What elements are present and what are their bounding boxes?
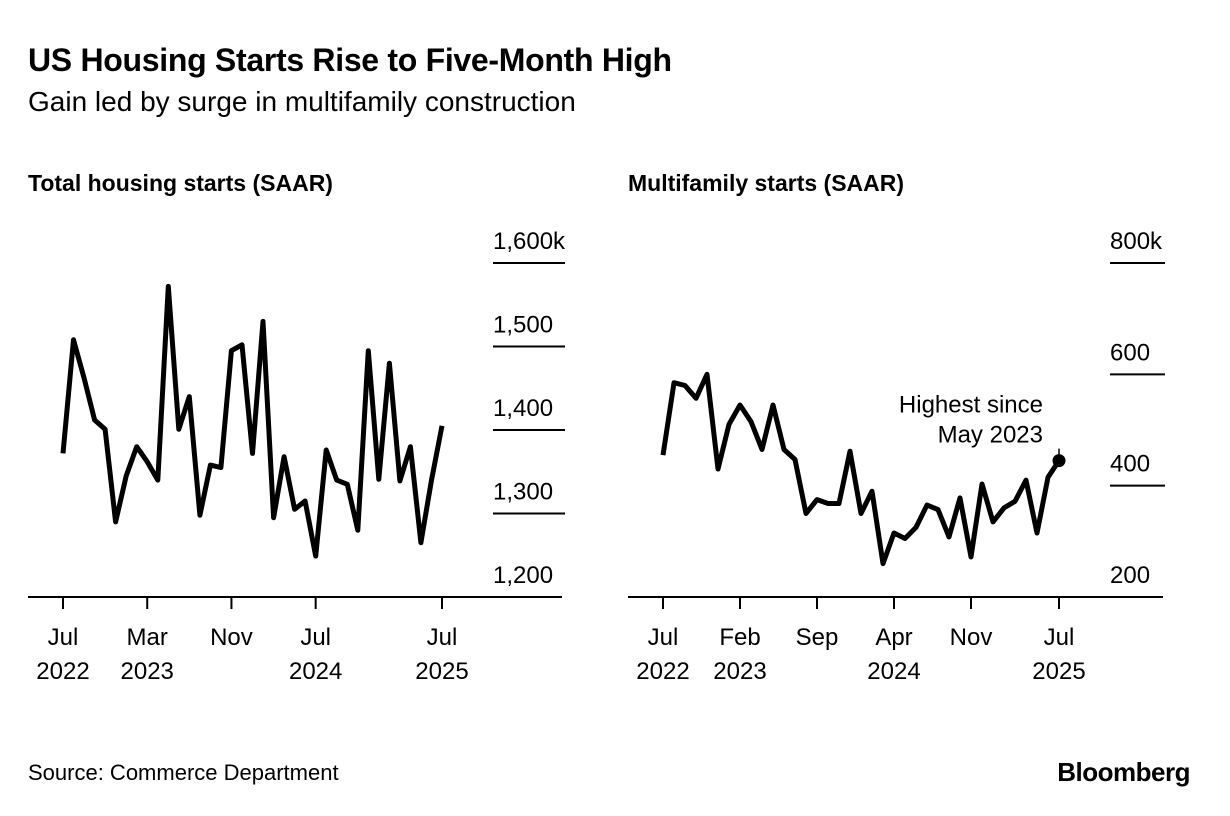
multifamily-x-tick-year: 2025 (1032, 658, 1085, 685)
chart-title: US Housing Starts Rise to Five-Month Hig… (28, 42, 672, 78)
chart-subtitle: Gain led by surge in multifamily constru… (28, 86, 576, 117)
multifamily-x-tick-year: 2023 (713, 658, 766, 685)
multifamily-x-tick-label: Feb (719, 624, 760, 651)
annotation-point-marker (1052, 454, 1066, 468)
total-y-tick-label: 1,500 (493, 312, 553, 339)
total-series-line (60, 283, 445, 559)
multifamily-y-tick-label: 800k (1110, 228, 1163, 255)
multifamily-x-tick-label: Nov (950, 624, 993, 651)
multifamily-x-tick-label: Jul (1044, 624, 1075, 651)
annotation-label-line1: Highest since (899, 392, 1043, 419)
total-y-tick-label: 1,400 (493, 395, 553, 422)
bloomberg-logo: Bloomberg (1057, 757, 1190, 787)
total-x-tick-label: Jul (48, 624, 79, 651)
total-x-tick-year: 2023 (121, 658, 174, 685)
multifamily-x-tick-year: 2024 (867, 658, 920, 685)
total-x-tick-year: 2024 (289, 658, 342, 685)
total-x-tick-label: Jul (300, 624, 331, 651)
total-x-tick-label: Nov (210, 624, 253, 651)
multifamily-panel-title: Multifamily starts (SAAR) (628, 170, 905, 196)
annotation-label-line2: May 2023 (938, 422, 1043, 449)
multifamily-x-tick-label: Jul (648, 624, 679, 651)
total-x-tick-year: 2022 (36, 658, 89, 685)
total-x-tick-label: Jul (427, 624, 458, 651)
multifamily-y-tick-label: 200 (1110, 562, 1150, 589)
total-x-tick-year: 2025 (415, 658, 468, 685)
multifamily-x-tick-year: 2022 (636, 658, 689, 685)
total-x-tick-label: Mar (127, 624, 168, 651)
total-y-tick-label: 1,300 (493, 479, 553, 506)
total-y-tick-label: 1,600k (493, 228, 566, 255)
multifamily-y-tick-label: 600 (1110, 339, 1150, 366)
multifamily-series-line (660, 371, 1062, 567)
total-starts-panel-title: Total housing starts (SAAR) (28, 170, 333, 196)
source-note: Source: Commerce Department (28, 760, 339, 785)
multifamily-y-tick-label: 400 (1110, 451, 1150, 478)
multifamily-x-tick-label: Apr (875, 624, 912, 651)
multifamily-x-tick-label: Sep (796, 624, 839, 651)
total-y-tick-label: 1,200 (493, 562, 553, 589)
